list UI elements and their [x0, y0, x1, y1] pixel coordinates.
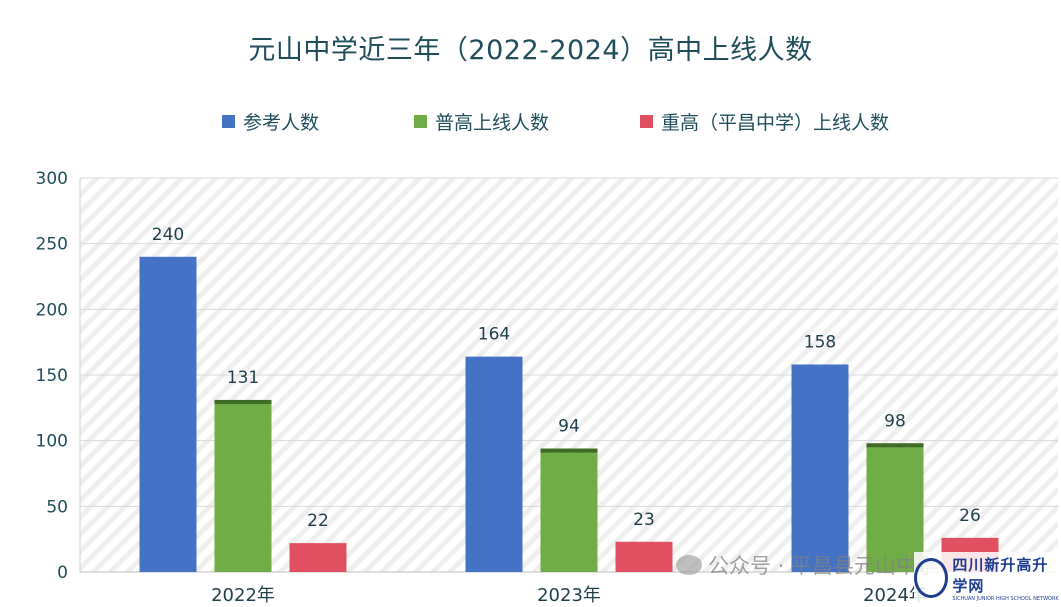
bar-2-3: [866, 443, 924, 572]
bar-top-shade: [866, 443, 924, 448]
logo-subtext: SICHUAN JUNIOR HIGH SCHOOL NETWORK: [952, 596, 1059, 602]
bar-3-2: [615, 541, 673, 572]
y-tick-label: 300: [36, 169, 68, 189]
data-label: 131: [227, 368, 259, 388]
data-label: 98: [884, 411, 906, 431]
bar-2-2: [540, 448, 598, 572]
data-label: 240: [152, 225, 184, 245]
legend-label: 参考人数: [243, 112, 320, 134]
legend-label: 普高上线人数: [435, 112, 550, 134]
y-tick-label: 200: [36, 300, 68, 320]
bar-1-1: [139, 256, 197, 572]
bar-1-3: [791, 364, 849, 572]
bar-3-1: [289, 543, 347, 572]
logo-badge: 四川新升高升学网 SICHUAN JUNIOR HIGH SCHOOL NETW…: [914, 552, 1059, 604]
bar-top-shade: [540, 448, 598, 453]
y-tick-label: 50: [46, 497, 68, 517]
watermark-text: 公众号 · 平昌县元山中学: [708, 554, 939, 578]
data-label: 164: [478, 325, 510, 345]
y-tick-label: 100: [36, 432, 68, 452]
y-tick-label: 0: [57, 563, 68, 583]
data-label: 94: [558, 417, 580, 437]
bar-1-2: [465, 356, 523, 572]
legend-item-1: 参考人数: [222, 108, 319, 135]
y-tick-label: 250: [36, 235, 68, 255]
legend-swatch: [414, 115, 427, 128]
watermark: 公众号 · 平昌县元山中学: [676, 550, 938, 580]
y-tick-label: 150: [36, 366, 68, 386]
x-tick-label: 2023年: [537, 585, 601, 606]
logo-icon: [914, 558, 949, 598]
x-tick-label: 2024年: [863, 585, 927, 606]
bar-top-shade: [214, 399, 272, 404]
wechat-icon: [676, 555, 702, 575]
data-label: 23: [633, 510, 655, 530]
legend-swatch: [640, 115, 653, 128]
data-label: 158: [804, 332, 836, 352]
legend-item-3: 重高（平昌中学）上线人数: [640, 108, 889, 135]
legend-label: 重高（平昌中学）上线人数: [661, 112, 890, 134]
x-tick-label: 2022年: [211, 585, 275, 606]
legend: 参考人数 普高上线人数 重高（平昌中学）上线人数: [0, 108, 1061, 136]
data-label: 26: [959, 506, 981, 526]
legend-swatch: [222, 115, 235, 128]
data-label: 22: [307, 511, 329, 531]
bar-2-1: [214, 399, 272, 572]
logo-text: 四川新升高升学网: [952, 556, 1049, 595]
legend-item-2: 普高上线人数: [414, 108, 549, 135]
chart-title: 元山中学近三年（2022-2024）高中上线人数: [248, 35, 813, 66]
